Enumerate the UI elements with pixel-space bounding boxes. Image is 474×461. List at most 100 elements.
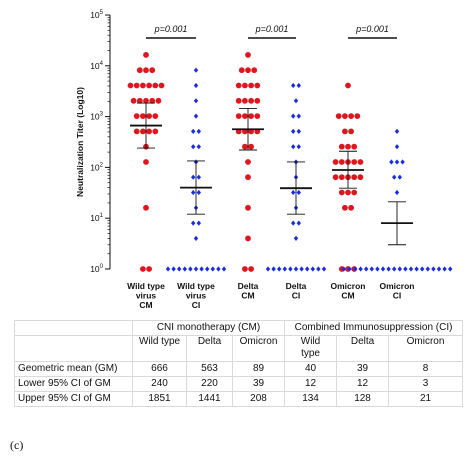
data-point xyxy=(369,266,374,272)
data-point xyxy=(364,266,369,272)
data-point xyxy=(188,266,193,272)
category-label: Wild type virus CI xyxy=(177,281,215,310)
data-point xyxy=(248,113,255,119)
data-point xyxy=(271,266,276,272)
p-value-label: p=0.001 xyxy=(154,24,188,34)
data-point xyxy=(235,113,242,119)
table-cell: 220 xyxy=(186,376,233,392)
p-value-label: p=0.001 xyxy=(255,24,289,34)
data-point xyxy=(248,143,255,150)
data-point xyxy=(171,266,176,272)
data-point xyxy=(296,189,301,196)
category-label: Omicron CI xyxy=(380,281,415,301)
data-point xyxy=(242,82,248,89)
category-label: Omicron CM xyxy=(331,281,366,301)
data-point xyxy=(288,266,293,272)
data-point xyxy=(296,144,301,150)
table-cell: 128 xyxy=(336,391,390,407)
data-point xyxy=(127,82,134,89)
data-point xyxy=(392,266,397,272)
data-point xyxy=(338,174,345,181)
comparison-layer: p=0.001 p=0.001 p=0.001 xyxy=(146,24,397,39)
data-point xyxy=(397,174,402,180)
data-point xyxy=(191,144,196,150)
data-point xyxy=(291,189,296,196)
data-point xyxy=(133,113,140,119)
data-point xyxy=(177,266,182,272)
data-point xyxy=(196,220,201,226)
data-point xyxy=(375,266,380,272)
data-point xyxy=(143,159,149,165)
data-point xyxy=(191,220,196,226)
data-point xyxy=(282,266,287,272)
data-point xyxy=(235,97,242,104)
data-point xyxy=(436,266,442,272)
table-group-header-row: CNI monotherapy (CM) Combined Immunosupp… xyxy=(14,320,464,336)
data-point xyxy=(136,67,143,74)
category-label: Wild type virus CM xyxy=(127,281,165,310)
row-label: Upper 95% CI of GM xyxy=(14,391,133,407)
data-point xyxy=(403,266,408,272)
data-point xyxy=(146,128,153,135)
data-point xyxy=(342,204,348,211)
points-layer xyxy=(127,52,453,272)
data-point xyxy=(358,266,363,272)
col-header: Wild type xyxy=(284,335,338,362)
data-point xyxy=(431,266,436,272)
data-point xyxy=(291,113,296,119)
data-point xyxy=(143,52,149,58)
table-cell: 208 xyxy=(231,391,286,407)
y-axis-label: Neutralization Titer (Log10) xyxy=(75,87,85,197)
data-point xyxy=(158,82,165,89)
col-header: Omicron xyxy=(388,335,464,362)
data-point xyxy=(394,144,400,150)
data-point xyxy=(332,159,339,165)
data-point xyxy=(245,52,251,58)
col-header: Delta xyxy=(336,335,390,362)
data-point xyxy=(316,266,321,272)
data-point xyxy=(146,113,153,119)
data-point xyxy=(351,159,358,165)
data-point xyxy=(191,189,196,196)
data-point xyxy=(193,113,199,119)
data-point xyxy=(245,67,251,74)
y-tick-label: 101 xyxy=(90,213,103,223)
data-point xyxy=(332,174,339,181)
data-point xyxy=(425,266,430,272)
data-point xyxy=(310,266,315,272)
data-point xyxy=(245,159,251,165)
data-point xyxy=(342,113,348,119)
data-point xyxy=(242,97,248,104)
data-point xyxy=(193,82,199,89)
data-point xyxy=(251,67,258,74)
data-point xyxy=(265,266,271,272)
data-point xyxy=(389,159,394,165)
data-point xyxy=(143,204,149,211)
data-point xyxy=(291,82,296,89)
data-point xyxy=(420,266,425,272)
y-tick-label: 102 xyxy=(90,162,103,172)
col-header: Wild type xyxy=(132,335,187,362)
p-value-label: p=0.001 xyxy=(355,24,389,34)
table-cell: 563 xyxy=(186,361,233,377)
data-point xyxy=(193,98,199,104)
data-point xyxy=(348,128,354,135)
table-corner-cell xyxy=(14,335,133,362)
table-cell: 134 xyxy=(284,391,338,407)
y-tick-label: 105 xyxy=(90,10,103,20)
data-point xyxy=(293,235,299,241)
data-point xyxy=(277,266,282,272)
table-cell: 12 xyxy=(336,376,390,392)
data-point xyxy=(152,82,159,89)
data-point xyxy=(191,128,196,134)
table-row: Lower 95% CI of GM 240 220 39 12 12 3 xyxy=(14,376,464,392)
data-point xyxy=(136,97,143,104)
row-label: Lower 95% CI of GM xyxy=(14,376,133,392)
data-point xyxy=(216,266,221,272)
data-point xyxy=(305,266,310,272)
data-point xyxy=(345,143,351,150)
data-point xyxy=(242,143,248,150)
data-point xyxy=(191,174,196,180)
data-point xyxy=(152,113,159,119)
data-point xyxy=(394,159,400,165)
